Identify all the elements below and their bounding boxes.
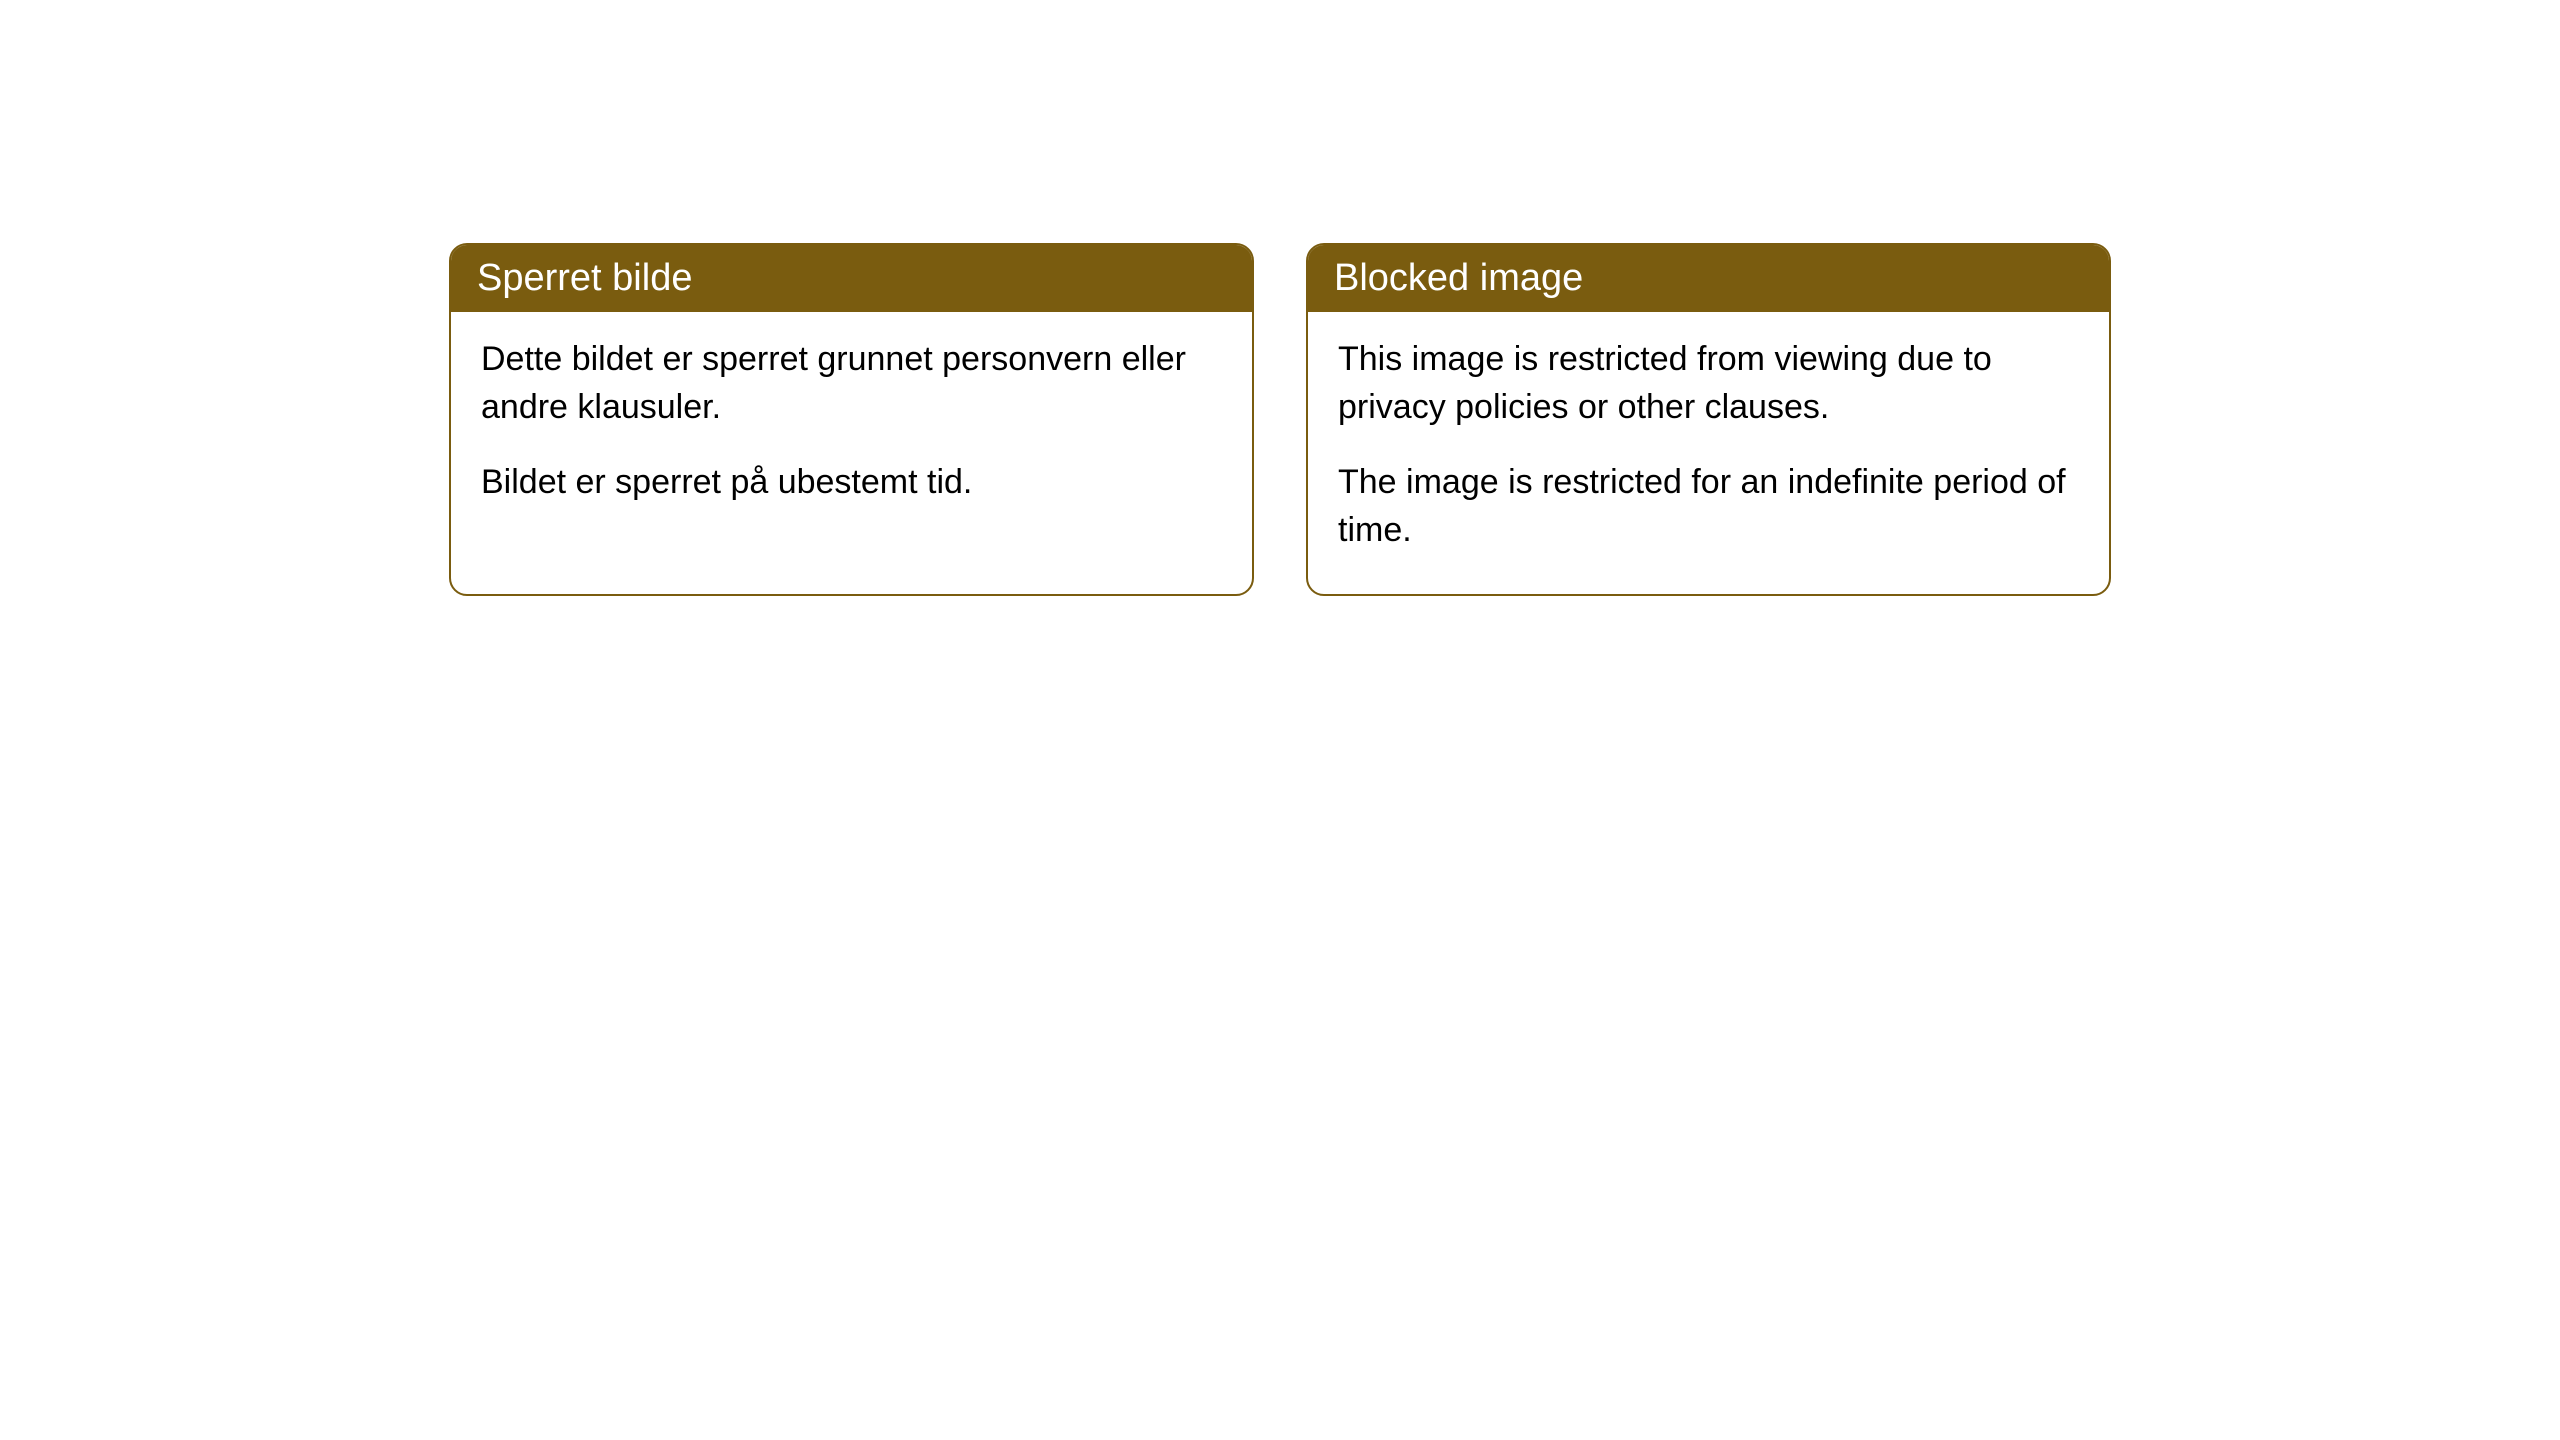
card-paragraph: This image is restricted from viewing du… [1338, 336, 2079, 431]
card-body: This image is restricted from viewing du… [1308, 312, 2109, 594]
card-title: Blocked image [1334, 257, 1583, 299]
card-paragraph: Bildet er sperret på ubestemt tid. [481, 459, 1222, 507]
notice-card-english: Blocked image This image is restricted f… [1306, 243, 2111, 596]
card-paragraph: Dette bildet er sperret grunnet personve… [481, 336, 1222, 431]
card-body: Dette bildet er sperret grunnet personve… [451, 312, 1252, 547]
notice-card-norwegian: Sperret bilde Dette bildet er sperret gr… [449, 243, 1254, 596]
card-header: Sperret bilde [451, 245, 1252, 312]
card-paragraph: The image is restricted for an indefinit… [1338, 459, 2079, 554]
notice-cards-container: Sperret bilde Dette bildet er sperret gr… [449, 243, 2111, 596]
card-header: Blocked image [1308, 245, 2109, 312]
card-title: Sperret bilde [477, 257, 692, 299]
